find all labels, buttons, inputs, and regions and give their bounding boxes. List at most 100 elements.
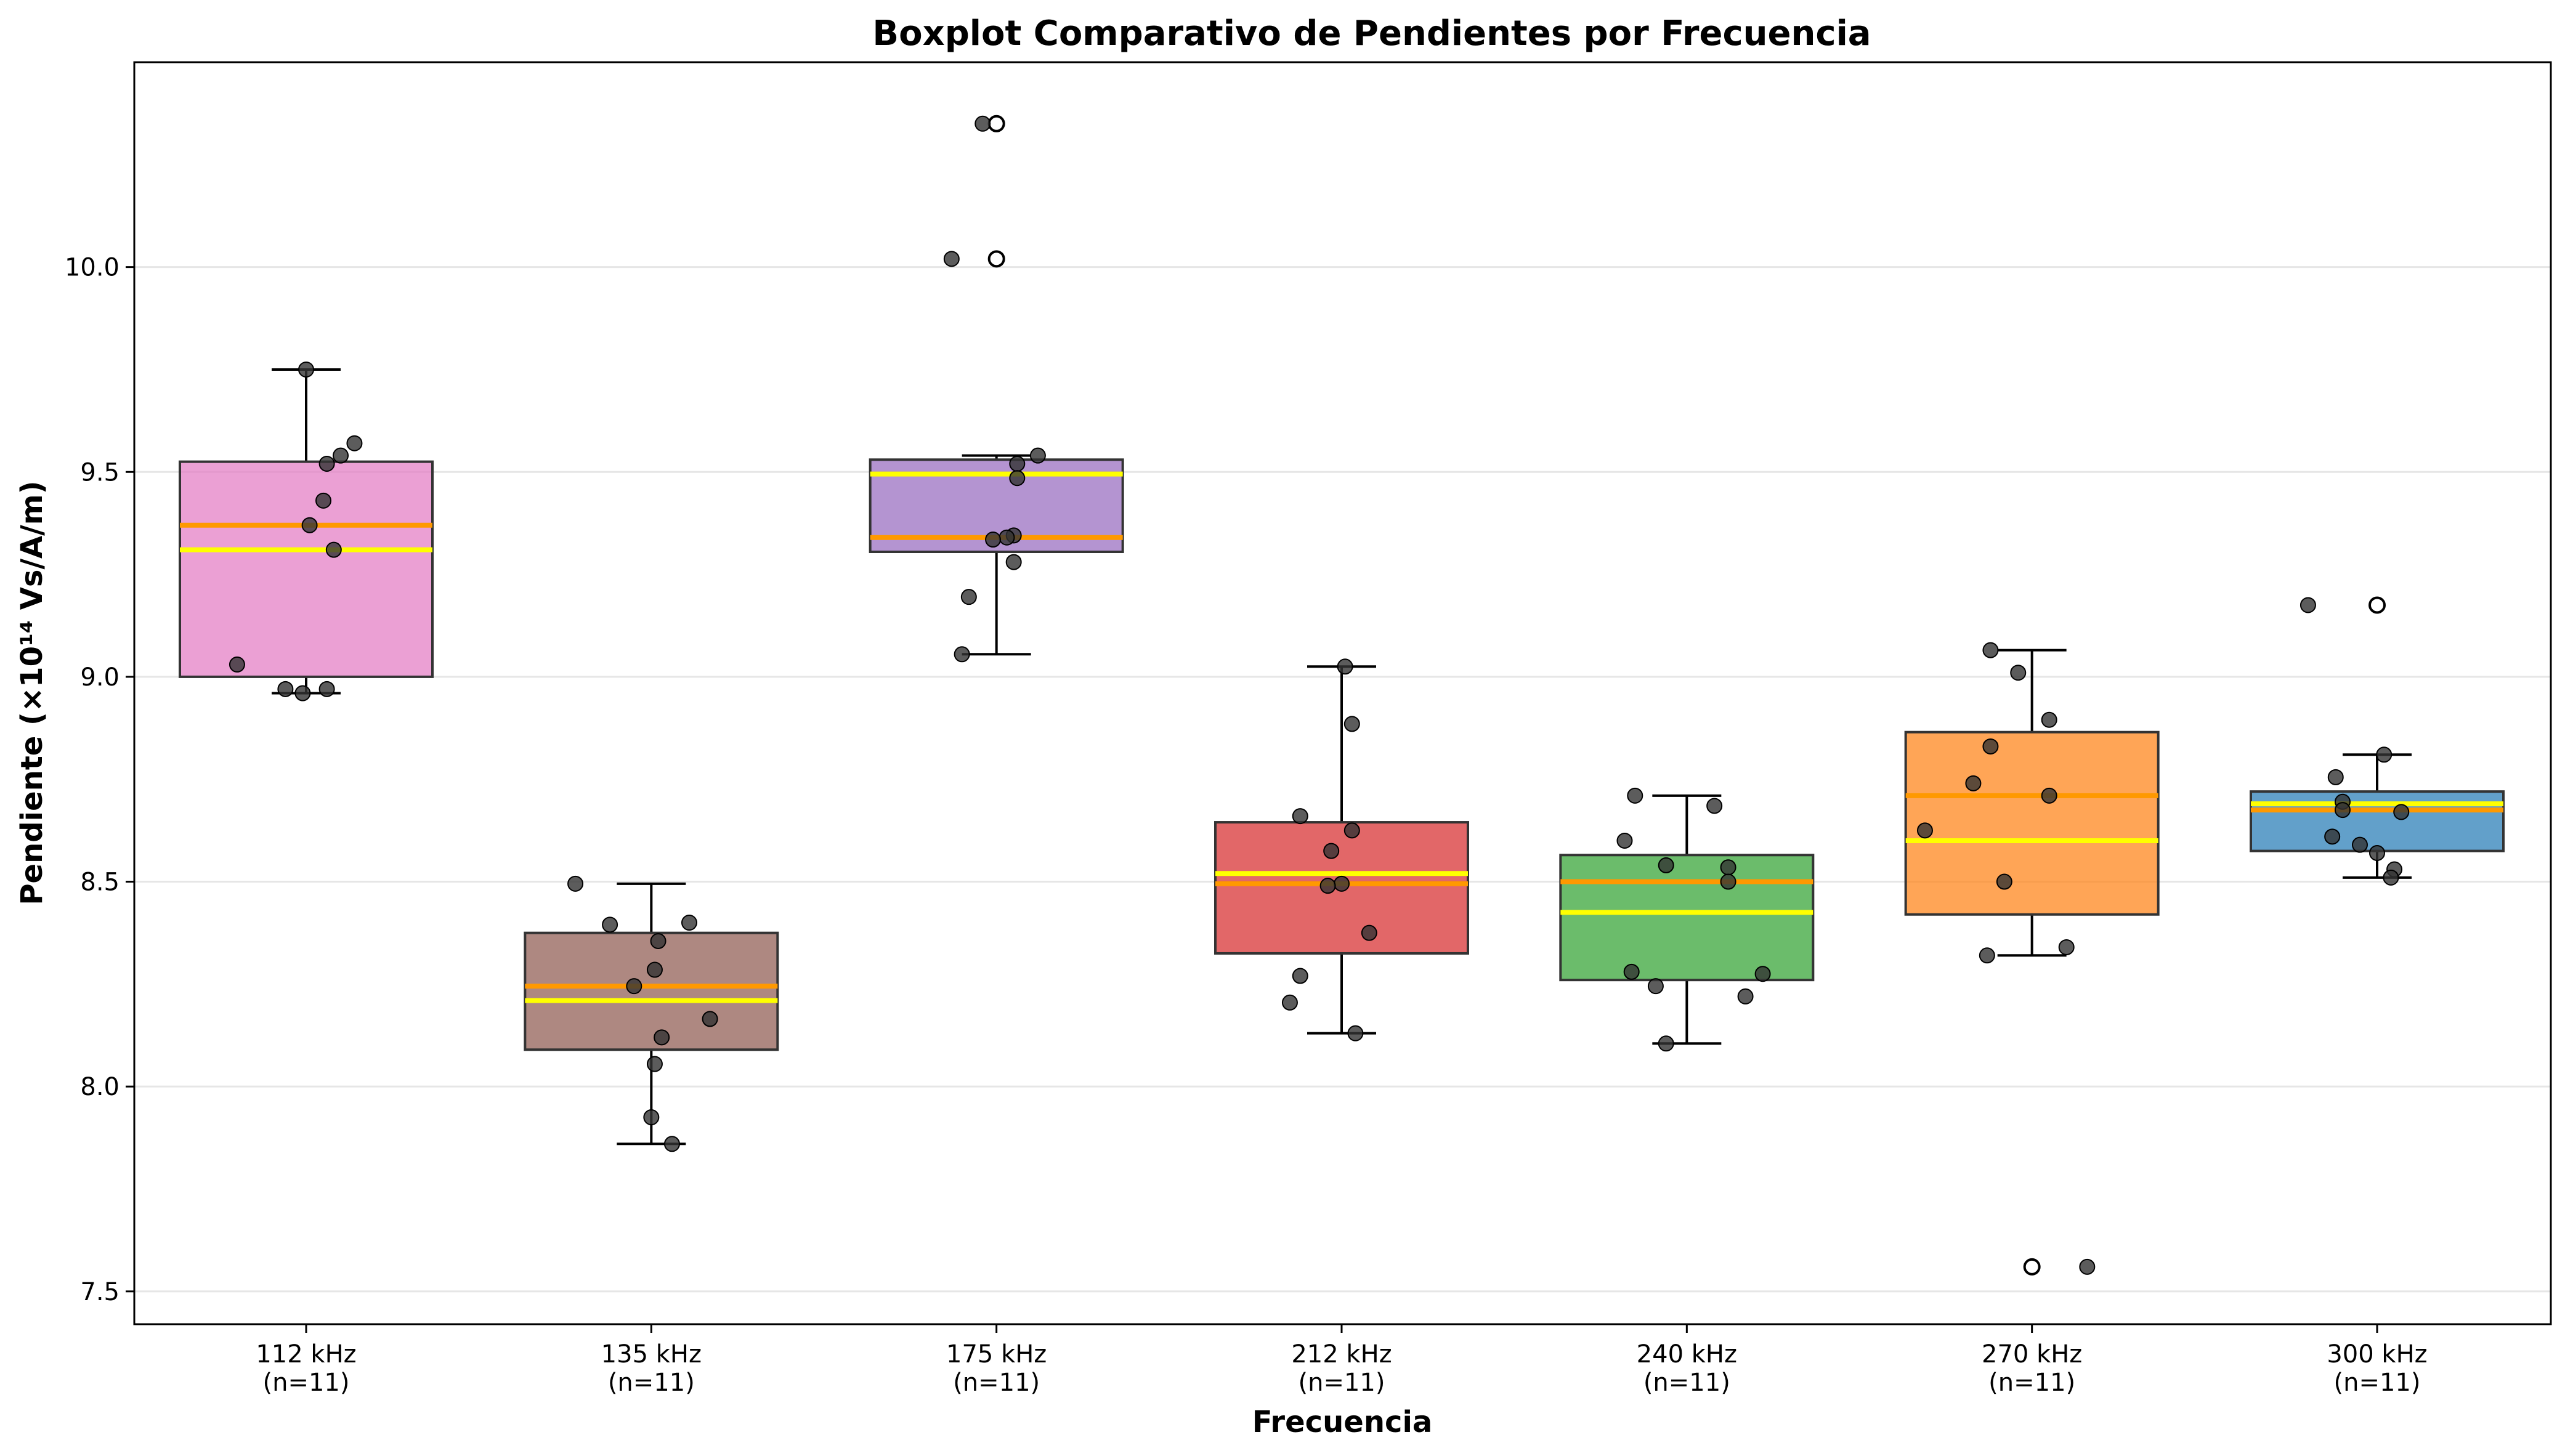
box-group <box>1904 642 2160 1276</box>
box <box>1904 730 2160 916</box>
x-tick-label: 135 kHz <box>601 1340 702 1369</box>
data-point <box>1343 822 1360 839</box>
data-point <box>1965 775 1982 791</box>
data-point <box>1292 968 1308 984</box>
data-point <box>1009 470 1026 487</box>
data-point <box>681 915 697 931</box>
data-point <box>1996 873 2012 890</box>
y-axis-label: Pendiente (×10¹⁴ Vs/A/m) <box>15 480 49 905</box>
data-point <box>646 961 663 978</box>
data-point <box>2041 787 2057 804</box>
box-group <box>524 875 779 1152</box>
x-tick-sublabel: (n=11) <box>2334 1369 2421 1397</box>
data-point <box>1720 873 1736 890</box>
data-point <box>1292 808 1308 825</box>
data-point <box>1979 947 1995 964</box>
data-point <box>646 1056 663 1072</box>
box <box>1559 854 1815 982</box>
data-point <box>2010 665 2027 681</box>
box-group <box>2250 596 2505 886</box>
data-point <box>298 361 314 378</box>
data-point <box>2376 746 2393 763</box>
y-tick-label: 8.0 <box>80 1073 120 1101</box>
data-point <box>960 589 977 605</box>
data-point <box>333 447 349 464</box>
y-tick-label: 10.0 <box>65 254 120 282</box>
outlier-marker <box>987 250 1005 268</box>
data-point <box>1720 859 1736 876</box>
data-point <box>1627 787 1643 804</box>
outlier-marker <box>2368 596 2386 614</box>
data-point <box>1347 1025 1364 1041</box>
data-point <box>985 532 1002 548</box>
box-group <box>179 361 434 702</box>
x-tick-label: 212 kHz <box>1291 1340 1392 1369</box>
y-tick-label: 9.0 <box>80 663 120 692</box>
data-point <box>346 435 363 451</box>
data-point <box>1623 963 1640 980</box>
data-point <box>294 685 311 702</box>
data-point <box>626 978 642 995</box>
data-point <box>650 932 667 949</box>
data-point <box>318 681 335 697</box>
box-group <box>1214 658 1469 1041</box>
data-point <box>1009 455 1026 472</box>
data-point <box>643 1109 660 1126</box>
x-tick-sublabel: (n=11) <box>953 1369 1040 1397</box>
box-group <box>869 115 1124 663</box>
data-point <box>702 1011 718 1027</box>
x-tick-label: 270 kHz <box>1982 1340 2082 1369</box>
box <box>179 460 434 678</box>
data-point <box>2041 711 2057 728</box>
data-point <box>1916 822 1933 839</box>
x-tick-label: 300 kHz <box>2327 1340 2427 1369</box>
x-tick-label: 175 kHz <box>946 1340 1047 1369</box>
box <box>2250 790 2505 852</box>
box-group <box>1559 787 1815 1052</box>
data-point <box>954 646 970 663</box>
data-point <box>2351 836 2368 853</box>
data-point <box>1706 798 1723 814</box>
box-groups <box>179 115 2505 1276</box>
data-point <box>1737 988 1754 1005</box>
data-point <box>943 251 960 267</box>
data-point <box>1754 966 1771 982</box>
y-tick-label: 8.5 <box>80 868 120 897</box>
outlier-marker <box>2023 1258 2041 1276</box>
x-axis: 112 kHz(n=11)135 kHz(n=11)175 kHz(n=11)2… <box>256 1324 2428 1397</box>
data-point <box>2393 804 2410 820</box>
y-tick-label: 9.5 <box>80 458 120 487</box>
data-point <box>1323 843 1340 859</box>
data-point <box>1982 738 1999 754</box>
data-point <box>2383 869 2399 886</box>
data-point <box>1334 875 1350 892</box>
data-point <box>2079 1258 2096 1275</box>
data-point <box>315 492 332 509</box>
data-point <box>663 1136 680 1152</box>
y-axis: 7.5 8.0 8.5 9.0 9.5 10.0 <box>65 254 134 1306</box>
data-point <box>1982 642 1999 658</box>
data-point <box>567 875 584 892</box>
data-point <box>1361 924 1377 941</box>
data-point <box>602 916 618 933</box>
plot-frame <box>133 61 2552 1325</box>
data-point <box>1658 857 1674 873</box>
y-tick-label: 7.5 <box>80 1278 120 1306</box>
x-tick-sublabel: (n=11) <box>1643 1369 1730 1397</box>
data-point <box>1029 447 1046 464</box>
data-point <box>325 541 342 558</box>
data-point <box>1616 832 1633 849</box>
data-point <box>2327 769 2344 785</box>
data-point <box>999 529 1015 546</box>
data-point <box>975 115 991 132</box>
data-point <box>2058 939 2075 955</box>
data-point <box>1647 978 1664 995</box>
x-tick-label: 112 kHz <box>256 1340 356 1369</box>
x-tick-sublabel: (n=11) <box>1988 1369 2075 1397</box>
x-tick-label: 240 kHz <box>1637 1340 1737 1369</box>
data-point <box>2369 844 2385 861</box>
data-point <box>1319 878 1336 894</box>
data-point <box>2300 597 2316 613</box>
data-point <box>654 1029 670 1046</box>
